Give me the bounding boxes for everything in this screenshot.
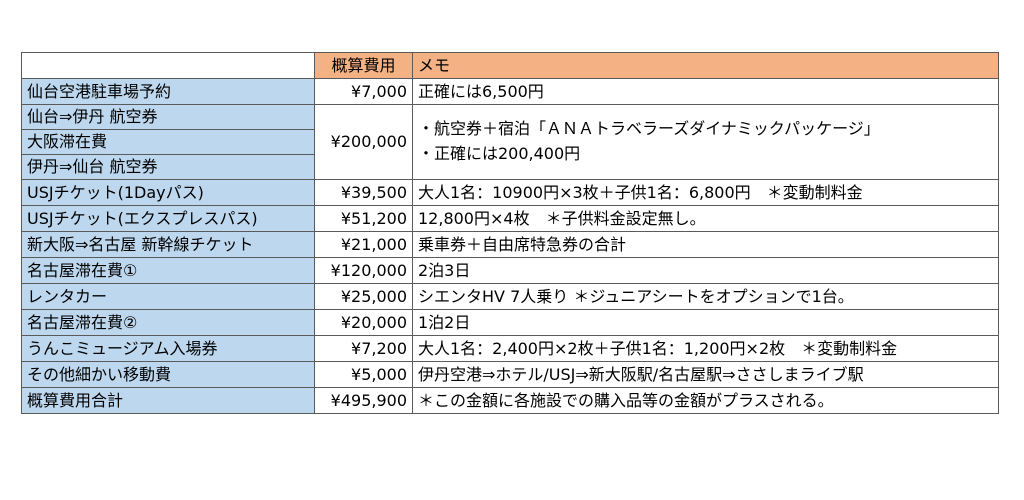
total-label[interactable]: 概算費用合計 <box>21 387 315 414</box>
table-row: その他細かい移動費 ¥5,000 伊丹空港⇒ホテル/USJ⇒新大阪駅/名古屋駅⇒… <box>21 361 999 388</box>
row-cost[interactable]: ¥5,000 <box>314 361 413 388</box>
row-memo[interactable]: 2泊3日 <box>412 257 999 284</box>
total-cost[interactable]: ¥495,900 <box>314 387 413 414</box>
row-cost[interactable]: ¥51,200 <box>314 205 413 232</box>
table-row: 名古屋滞在費① ¥120,000 2泊3日 <box>21 257 999 284</box>
row-memo[interactable]: 大人1名：2,400円×2枚＋子供1名：1,200円×2枚 ＊変動制料金 <box>412 335 999 362</box>
row-label[interactable]: 伊丹⇒仙台 航空券 <box>21 154 315 180</box>
row-memo[interactable]: 12,800円×4枚 ＊子供料金設定無し。 <box>412 205 999 232</box>
row-label[interactable]: その他細かい移動費 <box>21 361 315 388</box>
table-row: USJチケット(1Dayパス) ¥39,500 大人1名：10900円×3枚＋子… <box>21 179 999 206</box>
table-row: うんこミュージアム入場券 ¥7,200 大人1名：2,400円×2枚＋子供1名：… <box>21 335 999 362</box>
row-label[interactable]: 名古屋滞在費① <box>21 257 315 284</box>
table-row: 仙台⇒伊丹 航空券 ¥200,000 ・航空券＋宿泊「ＡＮＡトラベラーズダイナミ… <box>21 104 999 180</box>
table-row: レンタカー ¥25,000 シエンタHV 7人乗り ＊ジュニアシートをオプション… <box>21 283 999 310</box>
row-cost[interactable]: ¥25,000 <box>314 283 413 310</box>
row-memo[interactable]: 大人1名：10900円×3枚＋子供1名：6,800円 ＊変動制料金 <box>412 179 999 206</box>
total-row: 概算費用合計 ¥495,900 ＊この金額に各施設での購入品等の金額がプラスされ… <box>21 387 999 414</box>
row-cost[interactable]: ¥7,200 <box>314 335 413 362</box>
row-label[interactable]: 新大阪⇒名古屋 新幹線チケット <box>21 231 315 258</box>
row-memo[interactable]: 乗車券＋自由席特急券の合計 <box>412 231 999 258</box>
row-cost[interactable]: ¥21,000 <box>314 231 413 258</box>
total-memo[interactable]: ＊この金額に各施設での購入品等の金額がプラスされる。 <box>412 387 999 414</box>
table-row: 仙台空港駐車場予約 ¥7,000 正確には6,500円 <box>21 78 999 105</box>
row-cost[interactable]: ¥20,000 <box>314 309 413 336</box>
row-label[interactable]: USJチケット(エクスプレスパス) <box>21 205 315 232</box>
merged-cost[interactable]: ¥200,000 <box>314 104 413 180</box>
row-memo[interactable]: シエンタHV 7人乗り ＊ジュニアシートをオプションで1台。 <box>412 283 999 310</box>
header-row: 概算費用 メモ <box>21 52 999 79</box>
row-label[interactable]: うんこミュージアム入場券 <box>21 335 315 362</box>
header-memo[interactable]: メモ <box>412 52 999 79</box>
table-row: 新大阪⇒名古屋 新幹線チケット ¥21,000 乗車券＋自由席特急券の合計 <box>21 231 999 258</box>
row-cost[interactable]: ¥39,500 <box>314 179 413 206</box>
memo-line-1: ・航空券＋宿泊「ＡＮＡトラベラーズダイナミックパッケージ」 <box>418 119 880 139</box>
row-cost[interactable]: ¥7,000 <box>314 78 413 105</box>
row-memo[interactable]: 1泊2日 <box>412 309 999 336</box>
row-label[interactable]: 仙台空港駐車場予約 <box>21 78 315 105</box>
table-row: USJチケット(エクスプレスパス) ¥51,200 12,800円×4枚 ＊子供… <box>21 205 999 232</box>
row-label[interactable]: レンタカー <box>21 283 315 310</box>
row-label[interactable]: 名古屋滞在費② <box>21 309 315 336</box>
row-memo[interactable]: 正確には6,500円 <box>412 78 999 105</box>
row-label[interactable]: 仙台⇒伊丹 航空券 <box>21 104 315 130</box>
cost-table: 概算費用 メモ 仙台空港駐車場予約 ¥7,000 正確には6,500円 仙台⇒伊… <box>21 52 999 414</box>
row-cost[interactable]: ¥120,000 <box>314 257 413 284</box>
table-row: 名古屋滞在費② ¥20,000 1泊2日 <box>21 309 999 336</box>
row-memo[interactable]: 伊丹空港⇒ホテル/USJ⇒新大阪駅/名古屋駅⇒ささしまライブ駅 <box>412 361 999 388</box>
row-label[interactable]: 大阪滞在費 <box>21 129 315 155</box>
header-cost[interactable]: 概算費用 <box>314 52 413 79</box>
merged-memo[interactable]: ・航空券＋宿泊「ＡＮＡトラベラーズダイナミックパッケージ」 ・正確には200,4… <box>412 104 999 180</box>
table-row: 伊丹⇒仙台 航空券 <box>21 154 999 180</box>
row-label[interactable]: USJチケット(1Dayパス) <box>21 179 315 206</box>
corner-cell[interactable] <box>21 52 315 79</box>
table-row: 大阪滞在費 <box>21 129 999 155</box>
memo-line-2: ・正確には200,400円 <box>418 144 581 163</box>
